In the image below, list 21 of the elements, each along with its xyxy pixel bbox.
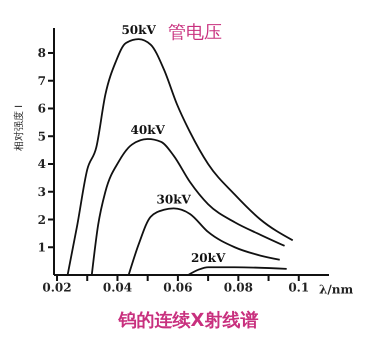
series-label: 30kV [156, 192, 192, 206]
y-tick-label: 8 [38, 46, 46, 60]
y-tick-label: 6 [38, 102, 46, 116]
x-tick-label: 0.04 [102, 280, 132, 295]
series-label: 40kV [130, 123, 166, 138]
y-axis-title: 相对强度 I [13, 104, 25, 152]
text: 钨的连续X射线谱 [117, 309, 260, 332]
y-tick-label: 4 [38, 157, 46, 172]
y-tick-label: 7 [38, 74, 46, 88]
y-tick-label: 3 [38, 185, 46, 199]
series-label: 20kV [190, 251, 226, 266]
x-tick-label: 0.08 [224, 280, 253, 295]
series-label: 50kV [121, 23, 156, 38]
y-tick-label: 2 [38, 212, 46, 227]
x-tick-label: 0.06 [163, 280, 193, 295]
y-tick-label: 1 [38, 240, 46, 255]
x-tick-label: 0.1 [288, 280, 310, 295]
annotation: 管电压 [168, 21, 222, 44]
x-axis-title: λ/nm [319, 282, 354, 296]
y-tick-label: 5 [38, 129, 46, 144]
x-tick-label: 0.02 [42, 280, 72, 295]
